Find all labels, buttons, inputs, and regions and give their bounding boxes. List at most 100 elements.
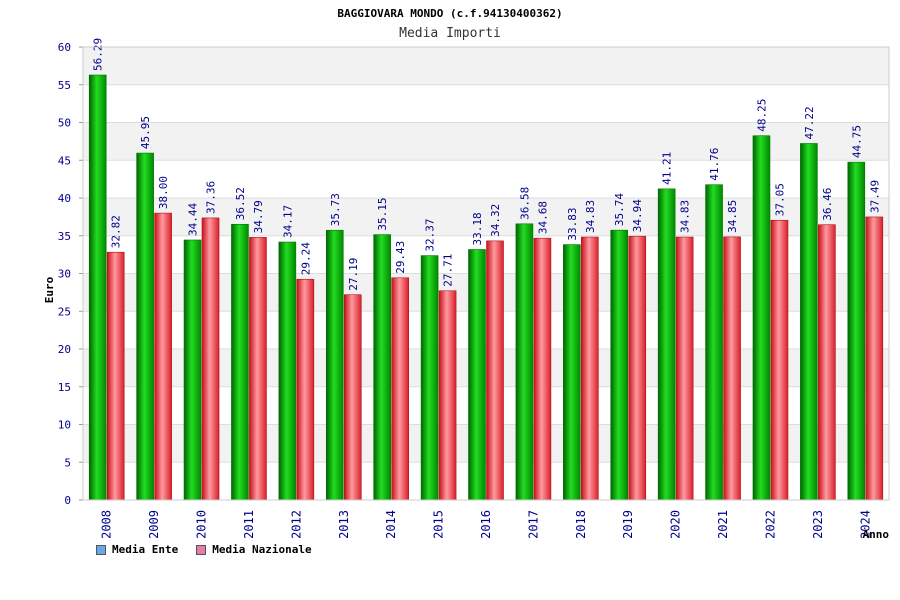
bar-media-ente-2014 [373, 234, 391, 501]
x-tick-label: 2018 [574, 510, 588, 539]
bar-media-nazionale-2008 [106, 251, 125, 501]
bar-media-ente-2022 [752, 135, 771, 501]
bar-media-nazionale-2021 [723, 236, 741, 501]
data-label: 34.17 [281, 205, 294, 238]
x-tick-label: 2021 [716, 510, 730, 539]
y-tick-label: 10 [58, 419, 71, 432]
data-label: 37.05 [773, 183, 786, 216]
x-tick-label: 2019 [621, 510, 635, 539]
legend-label-media-ente: Media Ente [112, 543, 179, 556]
legend-label-media-nazionale: Media Nazionale [212, 543, 312, 556]
x-tick-label: 2011 [242, 510, 256, 539]
data-label: 37.36 [205, 181, 218, 214]
bar-media-ente-2015 [420, 255, 439, 501]
legend-item-media-ente: Media Ente [96, 543, 178, 556]
y-tick-label: 40 [58, 192, 71, 205]
bar-media-nazionale-2023 [818, 224, 836, 501]
bar-media-ente-2011 [231, 223, 249, 501]
data-label: 56.29 [92, 38, 105, 71]
data-label: 35.15 [376, 197, 389, 230]
bar-media-nazionale-2016 [486, 240, 504, 501]
data-label: 32.82 [110, 215, 123, 248]
x-tick-label: 2014 [384, 510, 398, 539]
data-label: 34.32 [489, 204, 502, 237]
bar-media-nazionale-2024 [865, 216, 884, 501]
bar-media-nazionale-2009 [154, 212, 172, 501]
bar-media-ente-2021 [705, 184, 723, 501]
bar-media-nazionale-2018 [581, 236, 599, 501]
data-label: 48.25 [755, 99, 768, 132]
y-tick-label: 30 [58, 268, 71, 281]
x-axis-label: Anno [863, 528, 890, 541]
data-label: 27.71 [442, 254, 455, 287]
bar-media-nazionale-2014 [391, 277, 409, 501]
data-label: 34.83 [679, 200, 692, 233]
x-tick-label: 2012 [289, 510, 303, 539]
x-tick-label: 2010 [195, 510, 209, 539]
data-label: 34.44 [187, 202, 200, 235]
x-tick-label: 2013 [337, 510, 351, 539]
legend-swatch-media-ente [96, 544, 106, 555]
bar-media-ente-2008 [88, 74, 107, 501]
bar-media-nazionale-2019 [628, 235, 647, 501]
data-label: 34.94 [631, 199, 644, 232]
data-label: 44.75 [850, 125, 863, 158]
x-tick-label: 2022 [763, 510, 777, 539]
legend-item-media-nazionale: Media Nazionale [196, 543, 312, 556]
y-tick-label: 45 [58, 154, 71, 167]
data-label: 33.83 [566, 207, 579, 240]
y-tick-label: 25 [58, 305, 71, 318]
data-label: 38.00 [157, 176, 170, 209]
data-label: 34.83 [584, 200, 597, 233]
bar-media-nazionale-2017 [533, 237, 552, 501]
bar-media-ente-2018 [563, 244, 581, 501]
y-tick-label: 50 [58, 117, 71, 130]
bar-media-nazionale-2012 [296, 278, 315, 501]
x-tick-label: 2008 [100, 510, 114, 539]
x-tick-label: 2017 [526, 510, 540, 539]
data-label: 29.43 [394, 241, 407, 274]
data-label: 34.79 [252, 200, 265, 233]
bar-media-ente-2020 [657, 188, 676, 501]
bar-media-ente-2009 [136, 152, 154, 501]
data-label: 32.37 [424, 218, 437, 251]
bar-media-ente-2010 [183, 239, 202, 501]
data-label: 33.18 [471, 212, 484, 245]
grid-band [83, 84, 889, 123]
data-label: 36.46 [821, 188, 834, 221]
x-tick-label: 2024 [858, 510, 872, 539]
data-label: 29.24 [299, 242, 312, 275]
bar-media-ente-2024 [847, 161, 866, 501]
bar-media-ente-2012 [278, 241, 297, 501]
chart-subtitle: Media Importi [399, 26, 501, 41]
bar-media-nazionale-2022 [770, 219, 789, 501]
data-label: 34.85 [726, 200, 739, 233]
data-label: 35.73 [329, 193, 342, 226]
bar-media-nazionale-2020 [675, 236, 694, 501]
bar-media-nazionale-2013 [343, 294, 362, 501]
y-tick-label: 35 [58, 230, 71, 243]
data-label: 34.68 [536, 201, 549, 234]
y-tick-label: 5 [64, 456, 71, 469]
data-label: 36.58 [518, 187, 531, 220]
legend: Media Ente Media Nazionale [96, 543, 312, 556]
bar-media-ente-2019 [610, 229, 629, 501]
bar-media-ente-2023 [800, 143, 818, 501]
y-tick-label: 15 [58, 381, 71, 394]
bar-media-nazionale-2010 [201, 217, 220, 501]
grid-band [83, 47, 889, 85]
data-label: 41.76 [708, 148, 721, 181]
data-label: 45.95 [139, 116, 152, 149]
chart-title: BAGGIOVARA MONDO (c.f.94130400362) [337, 7, 562, 20]
data-label: 41.21 [661, 152, 674, 185]
y-tick-label: 55 [58, 79, 71, 92]
axes: 0 5 10 15 20 25 30 35 40 45 50 55 60 2008 2009 2010 2011… [58, 41, 890, 539]
x-tick-label: 2023 [811, 510, 825, 539]
data-label: 37.49 [868, 180, 881, 213]
bar-media-ente-2017 [515, 223, 534, 501]
legend-swatch-media-nazionale [196, 544, 207, 555]
bar-media-ente-2016 [468, 249, 486, 501]
y-tick-label: 60 [58, 41, 71, 54]
y-tick-label: 0 [64, 494, 71, 507]
